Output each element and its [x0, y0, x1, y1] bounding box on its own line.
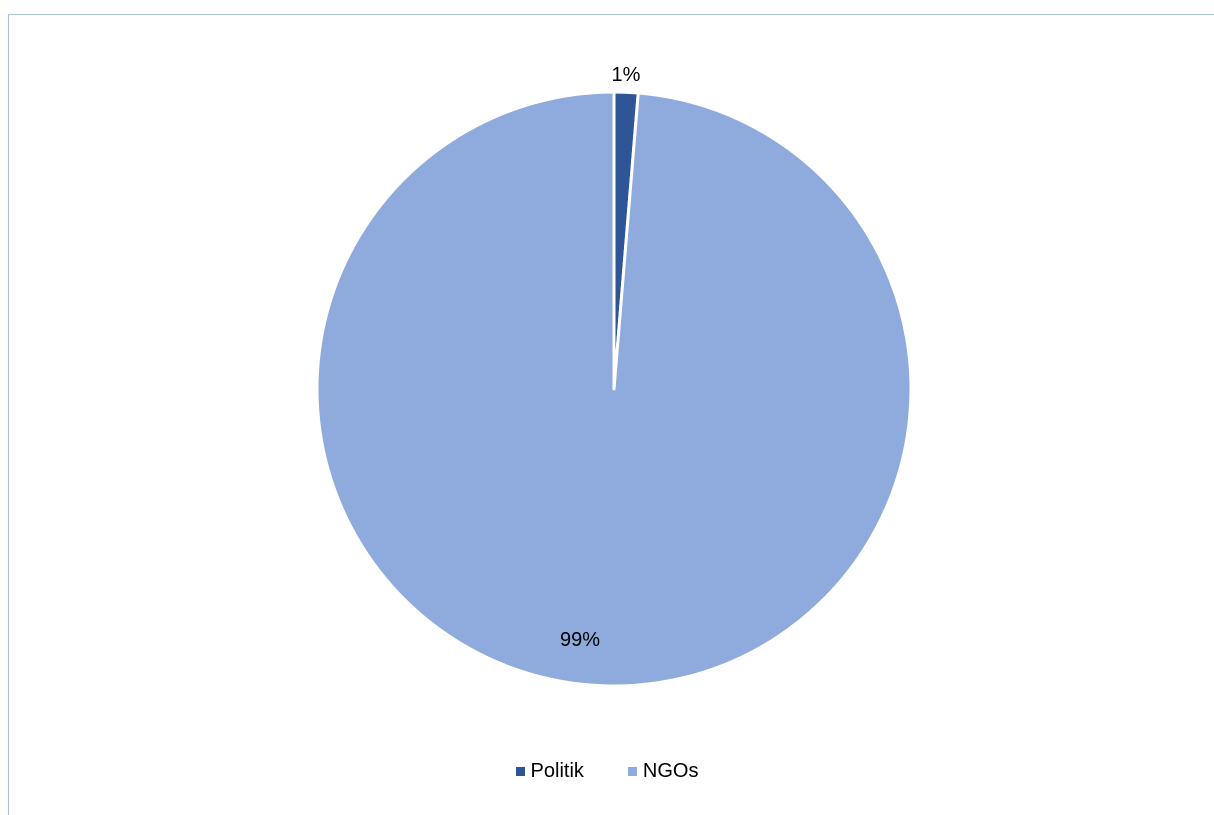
- slice-label-ngos: 99%: [560, 629, 600, 651]
- legend-item-politik: Politik: [515, 760, 584, 783]
- pie-slices: [315, 90, 913, 688]
- chart-legend: Politik NGOs: [0, 760, 1214, 783]
- legend-label-ngos: NGOs: [642, 760, 699, 782]
- legend-swatch-ngos: [627, 767, 637, 776]
- legend-label-politik: Politik: [530, 760, 584, 782]
- slice-label-politik: 1%: [612, 64, 641, 86]
- legend-swatch-politik: [515, 767, 525, 776]
- pie-slice-ngos: [315, 90, 913, 688]
- legend-item-ngos: NGOs: [627, 760, 699, 783]
